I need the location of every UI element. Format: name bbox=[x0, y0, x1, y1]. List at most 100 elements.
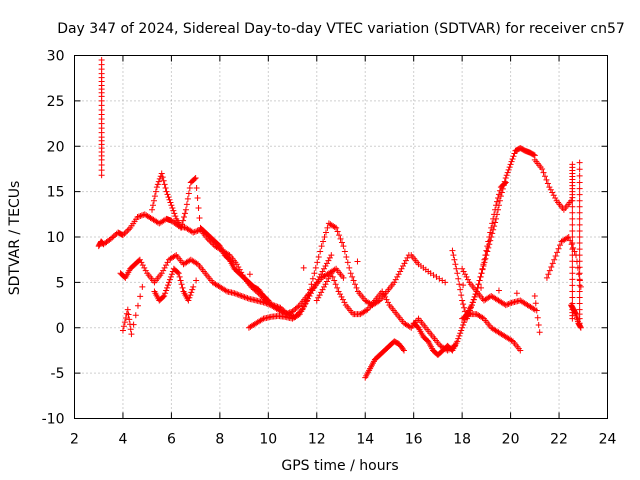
data-point bbox=[479, 314, 486, 321]
data-point bbox=[142, 267, 149, 274]
data-point bbox=[172, 213, 179, 220]
data-point bbox=[577, 283, 584, 290]
data-point bbox=[331, 224, 338, 231]
data-point bbox=[321, 283, 328, 290]
data-point bbox=[167, 273, 174, 280]
data-point bbox=[486, 241, 493, 248]
data-point bbox=[460, 282, 467, 289]
data-point bbox=[487, 237, 494, 244]
data-point bbox=[458, 327, 465, 334]
y-tick-label: 0 bbox=[56, 321, 65, 337]
data-point bbox=[569, 315, 576, 322]
data-point bbox=[576, 179, 583, 186]
data-point bbox=[471, 293, 478, 300]
data-point bbox=[499, 185, 506, 192]
data-point bbox=[178, 224, 185, 231]
data-point bbox=[492, 219, 499, 226]
data-point bbox=[442, 279, 449, 286]
data-point bbox=[301, 302, 308, 309]
data-point bbox=[557, 242, 564, 249]
data-point bbox=[338, 239, 345, 246]
data-point bbox=[479, 266, 486, 273]
data-point bbox=[507, 161, 514, 168]
data-point bbox=[151, 193, 158, 200]
data-point bbox=[392, 276, 399, 283]
data-point bbox=[137, 212, 144, 219]
data-point bbox=[302, 300, 309, 307]
data-point bbox=[457, 330, 464, 337]
data-point bbox=[541, 173, 548, 180]
data-point bbox=[458, 292, 465, 299]
data-point bbox=[154, 181, 161, 188]
data-point bbox=[460, 268, 467, 275]
data-point bbox=[318, 243, 325, 250]
data-point bbox=[122, 314, 129, 321]
data-point bbox=[576, 209, 583, 216]
data-point bbox=[337, 291, 344, 298]
data-point bbox=[328, 252, 335, 259]
data-point bbox=[569, 221, 576, 228]
data-point bbox=[456, 332, 463, 339]
data-point bbox=[309, 275, 316, 282]
data-point bbox=[568, 241, 575, 248]
data-point bbox=[325, 257, 332, 264]
data-point bbox=[162, 184, 169, 191]
data-point bbox=[569, 209, 576, 216]
data-point bbox=[569, 240, 576, 247]
data-point bbox=[349, 273, 356, 280]
data-point bbox=[192, 175, 199, 182]
data-point bbox=[180, 217, 187, 224]
data-point bbox=[138, 259, 145, 266]
data-point bbox=[149, 206, 156, 213]
data-point bbox=[506, 164, 513, 171]
data-point bbox=[460, 301, 467, 308]
y-tick-label: -5 bbox=[51, 366, 65, 382]
data-point bbox=[139, 262, 146, 269]
data-point bbox=[569, 203, 576, 210]
data-point bbox=[531, 292, 538, 299]
data-point bbox=[576, 270, 583, 277]
data-point bbox=[265, 297, 272, 304]
data-point bbox=[165, 194, 172, 201]
data-point bbox=[454, 338, 461, 345]
data-point bbox=[379, 288, 386, 295]
data-point bbox=[296, 311, 303, 318]
data-point bbox=[152, 188, 159, 195]
data-point bbox=[547, 186, 554, 193]
data-point bbox=[316, 292, 323, 299]
data-point bbox=[496, 197, 503, 204]
data-point bbox=[222, 287, 229, 294]
data-point bbox=[576, 294, 583, 301]
data-point bbox=[341, 299, 348, 306]
data-point bbox=[165, 282, 172, 289]
data-point bbox=[400, 347, 407, 354]
data-point bbox=[240, 293, 247, 300]
data-point bbox=[163, 287, 170, 294]
y-axis-label: SDTVAR / TECUs bbox=[7, 181, 23, 296]
data-point bbox=[552, 253, 559, 260]
data-point bbox=[150, 197, 157, 204]
data-point bbox=[195, 204, 202, 211]
data-point bbox=[569, 234, 576, 240]
data-point bbox=[455, 335, 462, 342]
data-point bbox=[124, 227, 131, 234]
data-point bbox=[315, 294, 322, 301]
data-point bbox=[383, 296, 390, 303]
data-point bbox=[160, 177, 167, 184]
data-point bbox=[576, 240, 583, 247]
plot-frame bbox=[74, 55, 608, 419]
data-point bbox=[259, 316, 266, 323]
data-point bbox=[569, 276, 576, 283]
y-tick-label: 10 bbox=[47, 230, 65, 246]
data-point bbox=[149, 202, 156, 209]
data-point bbox=[347, 270, 354, 277]
data-point bbox=[385, 299, 392, 306]
data-point bbox=[308, 281, 315, 288]
data-point bbox=[125, 226, 132, 233]
data-point bbox=[570, 244, 577, 251]
x-axis-label: GPS time / hours bbox=[281, 458, 398, 474]
data-point bbox=[344, 259, 351, 266]
y-tick-label: 5 bbox=[56, 275, 65, 291]
data-point bbox=[134, 214, 141, 221]
